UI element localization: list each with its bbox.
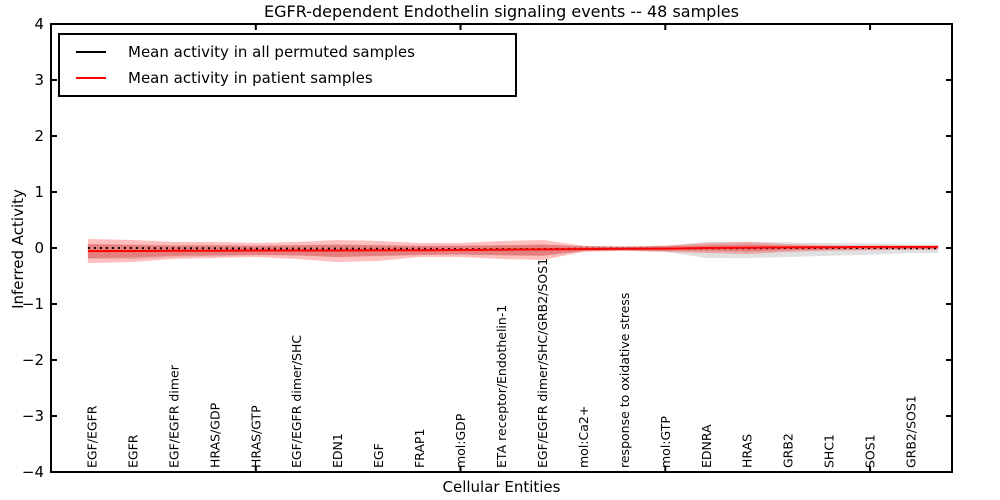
legend-label: Mean activity in patient samples	[128, 69, 373, 87]
y-tick-label: −2	[22, 351, 44, 369]
x-category-label: mol:GDP	[453, 413, 468, 468]
permuted-line-sample-icon	[76, 51, 106, 53]
y-tick-label: 0	[34, 239, 44, 257]
y-tick-label: 1	[34, 183, 44, 201]
patient-line-sample-icon	[76, 77, 106, 79]
x-category-label: GRB2/SOS1	[904, 395, 919, 468]
legend-item-permuted: Mean activity in all permuted samples	[60, 39, 515, 65]
chart-title: EGFR-dependent Endothelin signaling even…	[264, 2, 739, 21]
x-category-label: HRAS/GDP	[207, 402, 222, 468]
x-category-label: EGF/EGFR dimer	[166, 364, 181, 468]
x-category-label: EGF/EGFR	[84, 405, 99, 468]
legend-label: Mean activity in all permuted samples	[128, 43, 415, 61]
patient-mean-line	[87, 245, 939, 253]
x-category-label: mol:GTP	[658, 416, 673, 468]
patient-samples-outer-band	[87, 239, 939, 263]
x-axis-label: Cellular Entities	[442, 478, 561, 496]
y-tick-label: 3	[34, 71, 44, 89]
x-category-label: EGF/EGFR dimer/SHC/GRB2/SOS1	[535, 258, 550, 468]
y-tick-label: −4	[22, 463, 44, 481]
y-tick-label: 4	[34, 15, 44, 33]
x-category-label: SHC1	[822, 434, 837, 468]
x-category-label: ETA receptor/Endothelin-1	[494, 305, 509, 468]
x-category-label: response to oxidative stress	[617, 293, 632, 468]
x-category-label: EGF/EGFR dimer/SHC	[289, 335, 304, 468]
x-category-label: HRAS/GTP	[248, 405, 263, 468]
x-category-label: mol:Ca2+	[576, 406, 591, 468]
y-tick-label: 2	[34, 127, 44, 145]
x-category-label: HRAS	[740, 434, 755, 468]
x-category-label: EDN1	[330, 433, 345, 468]
y-tick-label: −1	[22, 295, 44, 313]
legend-item-patient: Mean activity in patient samples	[60, 65, 515, 91]
x-category-label: FRAP1	[412, 429, 427, 468]
x-category-label: EDNRA	[699, 424, 714, 468]
x-category-label: EGFR	[125, 434, 140, 468]
x-category-label: GRB2	[781, 433, 796, 468]
y-tick-label: −3	[22, 407, 44, 425]
x-category-label: EGF	[371, 443, 386, 468]
legend: Mean activity in all permuted samples Me…	[58, 33, 517, 97]
x-category-label: SOS1	[863, 434, 878, 468]
